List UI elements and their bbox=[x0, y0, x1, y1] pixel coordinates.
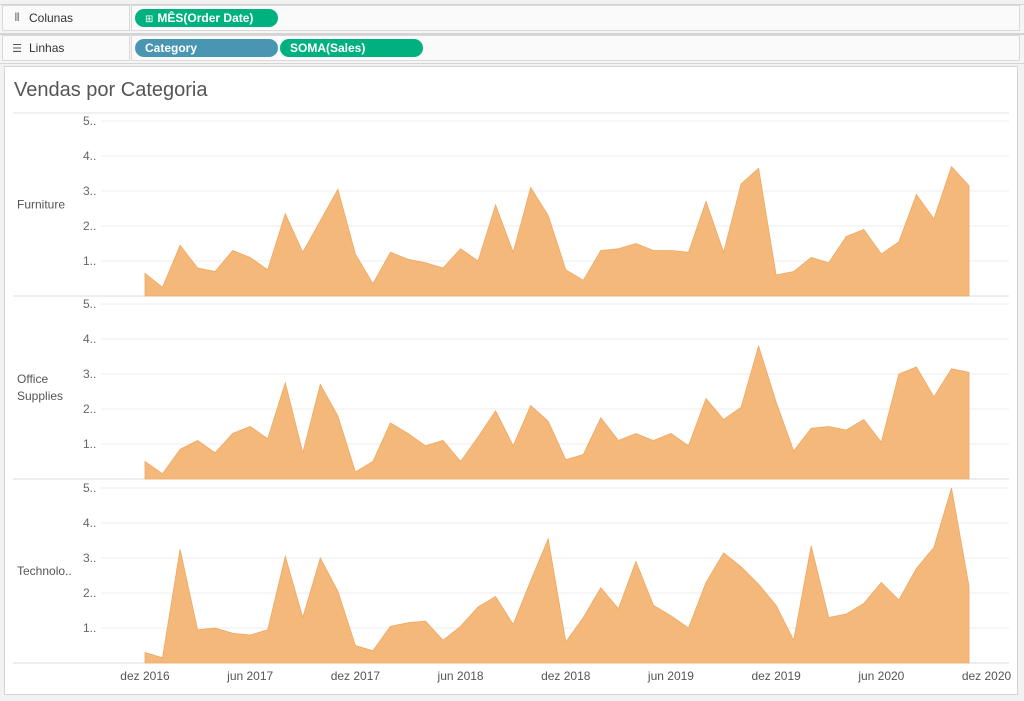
y-tick-label: 1.. bbox=[83, 621, 96, 635]
pill-month-order-date-label: MÊS(Order Date) bbox=[157, 11, 254, 25]
y-tick-label: 1.. bbox=[83, 254, 96, 268]
y-tick-label: 2.. bbox=[83, 586, 96, 600]
y-tick-label: 2.. bbox=[83, 402, 96, 416]
y-tick-label: 4.. bbox=[83, 149, 96, 163]
x-tick-label: dez 2018 bbox=[541, 669, 591, 683]
y-tick-label: 4.. bbox=[83, 516, 96, 530]
y-tick-label: 5.. bbox=[83, 114, 96, 128]
chart-view: Vendas por Categoria 1.. 2.. 3.. 4.. 5.. Furn… bbox=[4, 66, 1018, 695]
x-tick-label: dez 2020 bbox=[962, 669, 1012, 683]
pill-sum-sales[interactable]: SOMA(Sales) bbox=[280, 39, 423, 57]
columns-shelf-label: ⫴ Colunas bbox=[2, 5, 130, 31]
columns-label-text: Colunas bbox=[29, 11, 74, 25]
columns-icon: ⫴ bbox=[14, 11, 20, 24]
rows-shelf-label: ☰ Linhas bbox=[2, 35, 130, 61]
y-tick-label: 3.. bbox=[83, 551, 96, 565]
area-office-supplies bbox=[144, 344, 970, 480]
pill-category-label: Category bbox=[145, 41, 198, 55]
rows-drop-area[interactable]: Category SOMA(Sales) bbox=[131, 35, 1020, 61]
y-tick-label: 3.. bbox=[83, 367, 96, 381]
x-tick-label: jun 2020 bbox=[857, 669, 904, 683]
row-label-office-supplies: Office bbox=[17, 372, 48, 386]
rows-shelf: ☰ Linhas Category SOMA(Sales) bbox=[0, 34, 1024, 64]
expand-icon[interactable]: ⊞ bbox=[145, 14, 154, 25]
x-tick-label: jun 2018 bbox=[437, 669, 484, 683]
rows-icon: ☰ bbox=[12, 41, 22, 55]
x-tick-label: jun 2019 bbox=[647, 669, 694, 683]
row-label-office-supplies: Supplies bbox=[17, 389, 63, 403]
pill-month-order-date[interactable]: ⊞ MÊS(Order Date) bbox=[135, 9, 278, 27]
y-tick-label: 5.. bbox=[83, 297, 96, 311]
x-tick-label: dez 2016 bbox=[120, 669, 170, 683]
y-tick-label: 5.. bbox=[83, 481, 96, 495]
pill-category[interactable]: Category bbox=[135, 39, 278, 57]
y-tick-label: 4.. bbox=[83, 332, 96, 346]
x-tick-label: dez 2017 bbox=[331, 669, 381, 683]
y-tick-label: 3.. bbox=[83, 184, 96, 198]
y-tick-label: 1.. bbox=[83, 437, 96, 451]
row-label-furniture: Furniture bbox=[17, 198, 65, 212]
area-chart: 1.. 2.. 3.. 4.. 5.. Furniture 1.. 2.. 3.. 4.. 5.. O… bbox=[13, 112, 1012, 683]
rows-label-text: Linhas bbox=[29, 41, 65, 55]
y-tick-label: 2.. bbox=[83, 219, 96, 233]
area-furniture bbox=[144, 165, 970, 297]
chart-title: Vendas por Categoria bbox=[14, 79, 208, 101]
row-label-technology: Technolo.. bbox=[17, 564, 72, 578]
x-tick-label: jun 2017 bbox=[226, 669, 273, 683]
pill-sum-sales-label: SOMA(Sales) bbox=[290, 41, 366, 55]
area-technology bbox=[144, 487, 970, 664]
columns-shelf: ⫴ Colunas ⊞ MÊS(Order Date) bbox=[0, 4, 1024, 34]
columns-drop-area[interactable]: ⊞ MÊS(Order Date) bbox=[131, 5, 1020, 31]
x-tick-label: dez 2019 bbox=[751, 669, 801, 683]
